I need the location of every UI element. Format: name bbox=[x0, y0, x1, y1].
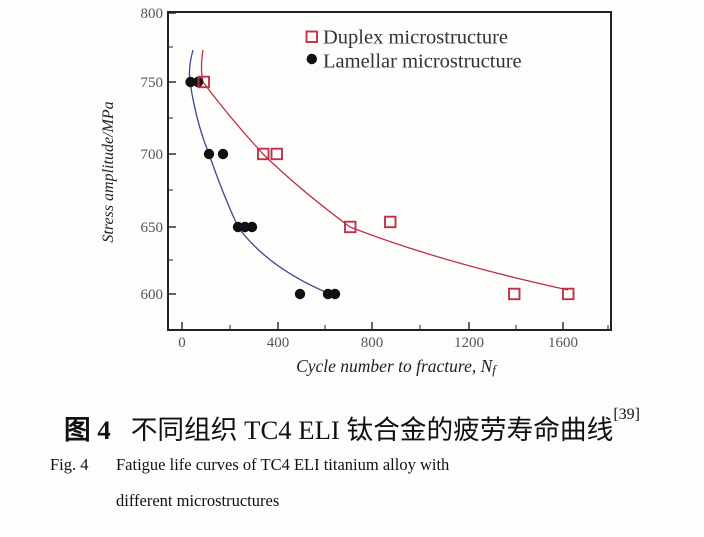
svg-text:700: 700 bbox=[141, 147, 164, 163]
svg-text:Stress amplitude/MPa: Stress amplitude/MPa bbox=[100, 101, 117, 242]
svg-text:600: 600 bbox=[141, 287, 164, 303]
svg-text:750: 750 bbox=[141, 75, 164, 91]
svg-text:Cycle number to fracture, Nf: Cycle number to fracture, Nf bbox=[296, 356, 498, 377]
svg-text:650: 650 bbox=[141, 220, 164, 236]
svg-text:1600: 1600 bbox=[548, 335, 578, 351]
svg-text:800: 800 bbox=[361, 335, 384, 351]
svg-text:Duplex microstructure: Duplex microstructure bbox=[323, 27, 508, 49]
svg-text:400: 400 bbox=[267, 335, 290, 351]
svg-text:1200: 1200 bbox=[454, 335, 484, 351]
svg-text:0: 0 bbox=[178, 335, 186, 351]
svg-text:800: 800 bbox=[141, 6, 164, 22]
svg-text:Lamellar microstructure: Lamellar microstructure bbox=[323, 51, 522, 73]
